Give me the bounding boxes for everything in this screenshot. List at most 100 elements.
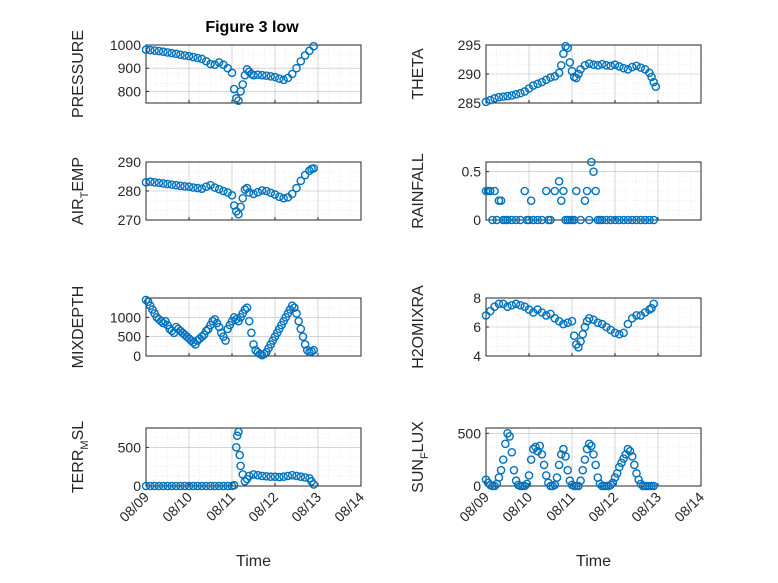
data-point: [531, 442, 540, 452]
axes-box: [145, 297, 362, 357]
data-point: [524, 215, 534, 225]
data-point: [619, 63, 628, 73]
data-point: [210, 183, 220, 192]
y-axis-label: RAINFALL: [410, 153, 427, 229]
data-point: [615, 215, 624, 225]
data-point: [163, 179, 172, 189]
minor-grid: [146, 162, 361, 220]
y-tick-label: 0: [473, 478, 481, 494]
data-point: [270, 72, 280, 82]
data-point: [561, 41, 570, 51]
y-axis-label: MIXDEPTH: [70, 286, 87, 369]
data-point: [632, 215, 641, 225]
data-point: [649, 77, 659, 87]
data-point: [647, 303, 656, 313]
data-point: [262, 472, 271, 481]
data-point: [569, 331, 579, 341]
data-point: [176, 181, 185, 191]
data-point: [576, 215, 585, 225]
data-point: [201, 56, 211, 66]
x-tick-label: 08/09: [456, 489, 492, 525]
data-point: [488, 215, 497, 225]
data-point: [262, 186, 271, 196]
subplot-5: 0 500 1000 MIXDEPTH: [70, 286, 362, 369]
y-tick-label: 280: [118, 183, 142, 199]
data-point: [615, 329, 624, 339]
data-point: [580, 61, 590, 70]
data-point: [591, 186, 600, 196]
minor-grid: [486, 162, 701, 220]
data-point: [610, 473, 620, 482]
data-point: [632, 61, 641, 71]
x-tick-label: 08/10: [499, 489, 535, 525]
data-point: [188, 183, 198, 192]
y-tick-label: 1000: [110, 37, 141, 53]
data-point: [242, 303, 252, 312]
y-tick-label: 500: [458, 425, 482, 441]
data-point: [606, 480, 616, 490]
data-point: [154, 481, 164, 491]
data-point: [171, 49, 181, 59]
data-point: [498, 455, 508, 464]
data-point: [163, 48, 172, 57]
x-axis-label: Time: [576, 553, 611, 570]
data-point: [496, 196, 506, 205]
y-tick-label: 1000: [110, 309, 141, 325]
data-point: [610, 60, 620, 70]
data-point: [608, 478, 618, 488]
x-tick-label: 08/11: [203, 489, 239, 525]
data-point: [206, 59, 215, 69]
data-point: [201, 182, 211, 191]
data-point: [223, 63, 232, 73]
data-point: [511, 90, 521, 99]
data-point: [496, 465, 506, 475]
subplot-2: 285 290 295 THETA: [410, 37, 702, 111]
data-point: [163, 481, 172, 491]
data-point: [232, 431, 242, 441]
data-point: [522, 479, 532, 489]
data-point: [516, 300, 525, 310]
data-point: [279, 75, 288, 85]
x-tick-label: 08/14: [671, 489, 707, 525]
data-point: [234, 96, 243, 105]
y-axis-label: TERRMSL: [70, 421, 91, 493]
data-point: [481, 311, 491, 320]
data-point: [617, 458, 626, 468]
data-point: [556, 61, 566, 70]
y-tick-label: 0: [133, 348, 141, 364]
y-axis-label: PRESSURE: [70, 30, 87, 118]
data-point: [584, 59, 594, 68]
data-point: [589, 60, 598, 70]
data-point: [563, 43, 573, 53]
data-point: [606, 215, 616, 225]
data-point: [580, 455, 590, 464]
data-point: [259, 349, 269, 359]
data-point: [244, 316, 254, 326]
data-point: [546, 73, 555, 82]
data-point: [565, 476, 575, 486]
data-point: [171, 481, 181, 491]
data-point: [516, 88, 525, 98]
data-point: [236, 202, 245, 212]
data-point: [279, 472, 288, 482]
data-point: [184, 481, 194, 491]
data-point: [563, 318, 573, 327]
data-point: [296, 176, 306, 186]
data-point: [184, 182, 194, 191]
data-series: [141, 295, 319, 360]
data-point: [516, 215, 525, 225]
data-point: [247, 328, 256, 338]
y-tick-label: 800: [118, 83, 142, 99]
data-point: [231, 314, 241, 324]
data-point: [206, 180, 215, 190]
data-point: [636, 215, 646, 225]
data-point: [627, 452, 637, 461]
data-point: [576, 476, 585, 486]
data-point: [210, 481, 220, 491]
axes-background: [146, 45, 361, 103]
data-point: [511, 476, 521, 486]
data-point: [619, 328, 628, 338]
axes-box: [145, 44, 362, 104]
data-point: [623, 215, 633, 225]
data-point: [184, 51, 194, 61]
